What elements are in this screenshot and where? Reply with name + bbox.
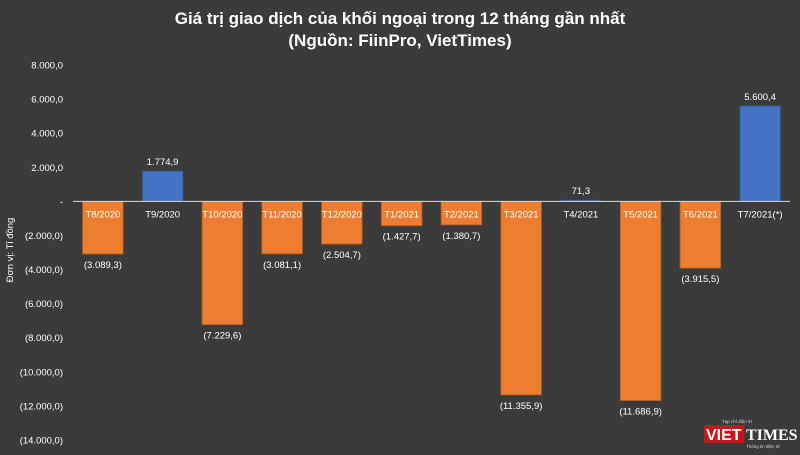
bar xyxy=(82,200,124,255)
y-tick-label: (4.000,0) xyxy=(25,265,63,276)
category-label: T4/2021 xyxy=(563,209,598,220)
y-tick-label: (8.000,0) xyxy=(25,333,63,344)
value-label: 71,3 xyxy=(572,186,591,197)
category-label: T9/2020 xyxy=(145,209,180,220)
category-label: T12/2020 xyxy=(322,209,362,220)
value-label: 1.774,9 xyxy=(147,157,179,168)
y-tick-label: (10.000,0) xyxy=(20,367,63,378)
y-tick-label: (6.000,0) xyxy=(25,299,63,310)
category-label: T6/2021 xyxy=(683,209,718,220)
logo-times-text: TIMES xyxy=(746,427,798,444)
y-axis-label: Đơn vị: Tỉ đồng xyxy=(5,218,16,283)
value-label: (3.089,3) xyxy=(84,260,122,271)
bar xyxy=(380,200,423,227)
value-label: (1.427,7) xyxy=(383,232,421,243)
value-label: (3.081,1) xyxy=(263,260,301,271)
category-label: T8/2020 xyxy=(85,209,120,220)
chart-title: Giá trị giao dịch của khối ngoại trong 1… xyxy=(175,9,626,28)
category-label: T10/2020 xyxy=(202,209,242,220)
bar xyxy=(739,105,781,202)
bar xyxy=(321,200,363,245)
y-tick-label: 4.000,0 xyxy=(31,129,63,140)
bar xyxy=(141,170,184,202)
value-label: (11.686,9) xyxy=(619,407,662,418)
logo-slogan: Thông tin điện tử xyxy=(746,443,780,449)
y-tick-label: (2.000,0) xyxy=(25,231,63,242)
y-tick-label: 8.000,0 xyxy=(31,61,63,72)
logo-viet-box xyxy=(704,425,744,443)
chart-subtitle: (Nguồn: FiinPro, VietTimes) xyxy=(288,31,511,50)
value-label: (7.229,6) xyxy=(203,331,241,342)
y-tick-label: 6.000,0 xyxy=(31,95,63,106)
category-label: T3/2021 xyxy=(504,209,539,220)
bar xyxy=(201,200,244,325)
category-label: T1/2021 xyxy=(384,209,419,220)
y-tick-label: (12.000,0) xyxy=(20,401,63,412)
value-label: (2.504,7) xyxy=(323,250,361,261)
value-label: (11.355,9) xyxy=(500,401,543,412)
category-label: T11/2020 xyxy=(262,209,301,220)
y-tick-label: (14.000,0) xyxy=(20,436,63,447)
category-label: T2/2021 xyxy=(444,209,479,220)
viettimes-logo: Tạp chí điện tử VIET TIMES Thông tin điệ… xyxy=(704,418,798,449)
bar xyxy=(679,200,722,269)
value-label: (3.915,5) xyxy=(681,274,719,285)
y-tick-label: - xyxy=(60,197,63,208)
value-label: 5.600,4 xyxy=(744,92,776,103)
category-label: T5/2021 xyxy=(623,209,658,220)
bar xyxy=(500,200,542,396)
y-tick-label: 2.000,0 xyxy=(31,163,63,174)
bar xyxy=(619,200,662,401)
category-label: T7/2021(*) xyxy=(738,209,783,220)
value-label: (1.380,7) xyxy=(442,231,480,242)
logo-tagline: Tạp chí điện tử xyxy=(722,418,752,424)
logo-viet-text: VIET xyxy=(706,427,742,444)
